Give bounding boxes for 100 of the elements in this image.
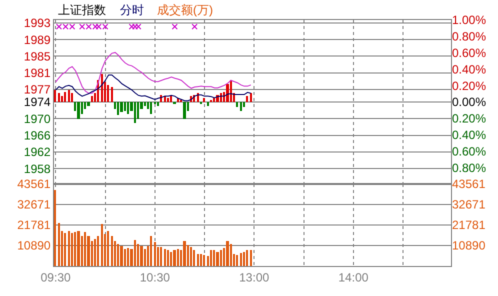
bar (134, 102, 136, 123)
bar (226, 84, 229, 102)
bar (220, 250, 222, 266)
y-tick-label: 32671 (17, 198, 51, 212)
y-tick-label: 10890 (17, 238, 51, 253)
line-series (55, 52, 252, 94)
bar (71, 233, 73, 266)
bar (213, 250, 215, 266)
bar (203, 98, 205, 102)
y2-tick-label: 0.40% (452, 62, 486, 76)
bar (54, 190, 56, 266)
bar (111, 87, 113, 102)
bar (144, 249, 146, 266)
bar (246, 96, 248, 102)
bar (94, 239, 96, 266)
bar (71, 93, 73, 102)
bar (207, 102, 209, 106)
bar (250, 250, 252, 266)
y-tick-label: 43561 (17, 177, 51, 192)
bar (173, 250, 176, 266)
bar (164, 249, 166, 266)
bar (124, 249, 126, 266)
y2-tick-label: 10890 (452, 238, 486, 253)
bar (213, 98, 215, 102)
bar (210, 250, 212, 266)
bar (127, 102, 129, 114)
x-tick-label: 09:30 (40, 270, 71, 284)
bar (58, 93, 60, 102)
y-tick-label: 1993 (24, 16, 51, 30)
y2-tick-label: 0.20% (452, 112, 486, 126)
bar (240, 253, 242, 266)
text: 分时 (120, 3, 144, 17)
y2-tick-label: 0.00% (452, 95, 486, 110)
x-tick-label: 13:00 (239, 270, 270, 284)
text: 成交额(万) (157, 3, 213, 17)
bar (64, 233, 66, 266)
bar (154, 242, 156, 266)
y2-tick-label: 0.20% (452, 78, 486, 93)
bar (150, 236, 152, 266)
chart-title: 上证指数 (58, 3, 106, 17)
y2-tick-label: 0.40% (452, 128, 486, 142)
bar (117, 102, 119, 115)
bar (107, 231, 109, 266)
y-tick-label: 1966 (24, 128, 51, 142)
y2-tick-label: 0.80% (452, 30, 486, 44)
bar (74, 232, 76, 266)
bar (120, 246, 123, 266)
bar (84, 232, 86, 266)
bar (187, 245, 189, 266)
bar (167, 250, 169, 266)
bar (77, 231, 80, 266)
bar (203, 255, 205, 266)
bar (170, 252, 172, 266)
bar (230, 244, 232, 266)
bar (226, 241, 229, 266)
bar (111, 236, 113, 266)
bar (97, 236, 99, 266)
y-tick-label: 1958 (24, 162, 51, 176)
y-tick-label: 1985 (24, 49, 51, 64)
bar (157, 102, 159, 106)
bar (77, 102, 80, 119)
bar (144, 102, 146, 106)
bar (91, 96, 93, 102)
bar (160, 247, 162, 266)
bar (134, 240, 136, 266)
bar (200, 254, 202, 266)
bar (140, 246, 143, 266)
y2-tick-label: 0.60% (452, 46, 486, 60)
y-tick-label: 21781 (17, 218, 51, 232)
bar (127, 248, 129, 266)
y2-tick-label: 0.80% (452, 160, 486, 175)
bar (243, 252, 245, 266)
bar (240, 102, 242, 111)
bar (87, 102, 90, 106)
bar (68, 90, 70, 102)
bar (250, 93, 252, 102)
y-tick-label: 1974 (24, 95, 51, 110)
x-tick-label: 14:00 (338, 270, 369, 284)
bar (190, 247, 192, 266)
y-tick-label: 1989 (24, 32, 51, 47)
y2-tick-label: 21781 (452, 218, 486, 232)
bar (54, 90, 56, 102)
line-series (55, 74, 252, 102)
bar (58, 223, 60, 266)
y2-tick-label: 32671 (452, 198, 486, 212)
y-tick-label: 1962 (24, 145, 51, 160)
bar (120, 102, 123, 112)
bar (137, 244, 139, 266)
bar (124, 102, 126, 111)
bar (246, 250, 248, 266)
bar (183, 241, 186, 266)
x-tick-label: 10:30 (140, 270, 170, 284)
bar (64, 92, 66, 102)
y-tick-label: 1981 (24, 66, 51, 80)
y2-tick-label: 0.60% (452, 144, 486, 158)
y-tick-label: 1970 (24, 112, 51, 126)
bar (177, 249, 179, 266)
bar (236, 255, 238, 266)
bar (193, 250, 195, 266)
y-tick-label: 1977 (24, 82, 51, 97)
